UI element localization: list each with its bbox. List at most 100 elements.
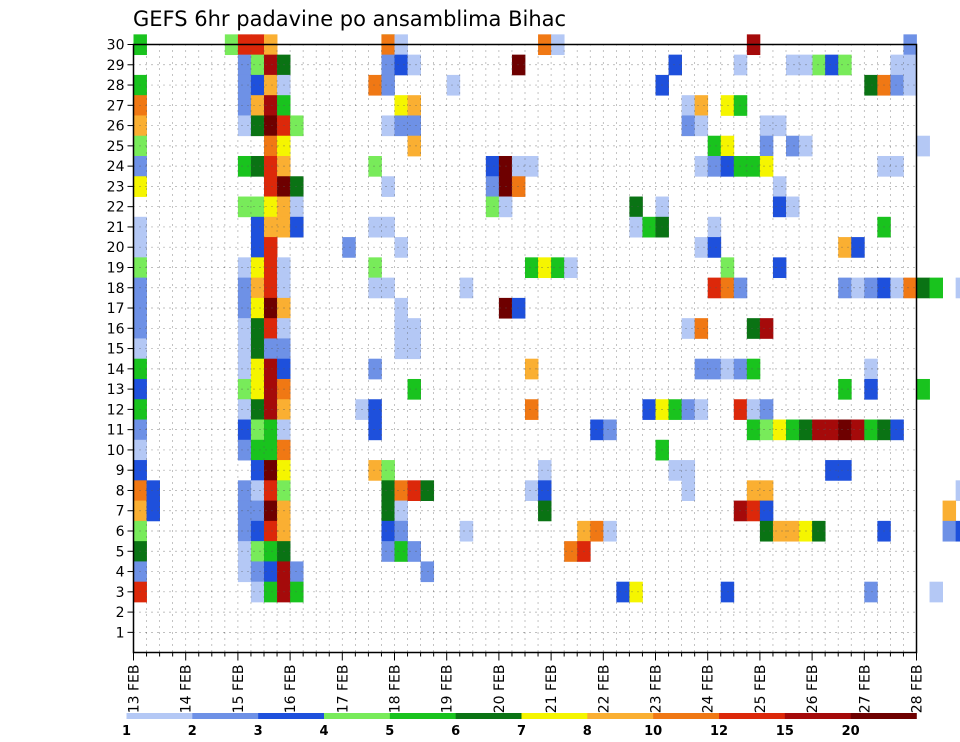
heatmap-cell — [237, 54, 252, 76]
heatmap-cell — [864, 358, 878, 380]
heatmap-cell — [838, 460, 852, 481]
heatmap-cell — [864, 581, 878, 603]
x-tick-label: 28 FEB — [910, 665, 926, 714]
y-tick-label: 4 — [116, 565, 125, 581]
heatmap-cell — [250, 399, 265, 420]
legend-swatch — [455, 713, 522, 719]
heatmap-cell — [264, 480, 278, 501]
heatmap-cell — [538, 500, 552, 522]
heatmap-cell — [264, 155, 278, 177]
heatmap-cell — [394, 318, 408, 339]
heatmap-cell — [146, 500, 160, 522]
heatmap-cell — [290, 196, 304, 218]
x-tick-label: 14 FEB — [179, 665, 195, 714]
heatmap-cell — [838, 54, 852, 76]
heatmap-cell — [812, 54, 826, 76]
heatmap-cell — [564, 257, 578, 279]
heatmap-cell — [838, 237, 852, 258]
heatmap-cell — [368, 358, 382, 380]
x-tick-label: 21 FEB — [544, 665, 560, 714]
heatmap-cell — [237, 318, 252, 339]
legend-label: 12 — [710, 724, 728, 739]
heatmap-cell — [942, 520, 957, 542]
heatmap-cell — [720, 135, 735, 157]
heatmap-cell — [381, 480, 395, 501]
heatmap-cell — [629, 581, 643, 603]
heatmap-cell — [264, 399, 278, 420]
legend-swatch — [192, 713, 259, 719]
heatmap-cell — [825, 54, 839, 76]
y-tick-label: 16 — [107, 321, 125, 337]
y-tick-label: 23 — [107, 179, 125, 195]
heatmap-cell — [929, 277, 943, 299]
heatmap-cell — [603, 520, 617, 542]
heatmap-cell — [707, 155, 722, 177]
heatmap-cell — [720, 95, 735, 116]
heatmap-cell — [290, 561, 304, 583]
legend-label: 5 — [385, 724, 394, 739]
heatmap-cell — [890, 74, 904, 96]
legend-label: 2 — [188, 724, 197, 739]
heatmap-cell — [786, 54, 800, 76]
y-tick-label: 2 — [116, 605, 125, 621]
heatmap-cell — [407, 318, 421, 339]
heatmap-cell — [237, 561, 252, 583]
heatmap-cell — [250, 74, 265, 96]
heatmap-cell — [838, 277, 852, 299]
heatmap-cell — [812, 520, 826, 542]
heatmap-cell — [955, 480, 960, 501]
heatmap-cell — [681, 318, 696, 339]
heatmap-cell — [381, 216, 395, 238]
heatmap-cell — [864, 419, 878, 441]
y-tick-label: 27 — [107, 98, 125, 114]
heatmap-cell — [381, 460, 395, 481]
heatmap-cell — [264, 581, 278, 603]
heatmap-cell — [851, 419, 865, 441]
heatmap-cell — [903, 54, 917, 76]
heatmap-cell — [538, 257, 552, 279]
heatmap-cell — [250, 480, 265, 501]
heatmap-cell — [250, 237, 265, 258]
heatmap-cell — [525, 358, 539, 380]
heatmap-cell — [551, 257, 565, 279]
heatmap-cell — [746, 318, 761, 339]
heatmap-cell — [250, 155, 265, 177]
heatmap-cell — [772, 419, 787, 441]
heatmap-cell — [603, 419, 617, 441]
heatmap-cell — [394, 500, 408, 522]
x-tick-label: 27 FEB — [857, 665, 873, 714]
heatmap-cell — [264, 561, 278, 583]
heatmap-cell — [851, 277, 865, 299]
heatmap-cell — [864, 277, 878, 299]
heatmap-cell — [250, 500, 265, 522]
x-tick-label: 23 FEB — [649, 665, 665, 714]
y-tick-label: 26 — [107, 119, 125, 135]
heatmap-cell — [903, 74, 917, 96]
heatmap-cell — [368, 74, 382, 96]
heatmap-cell — [733, 95, 748, 116]
heatmap-cell — [250, 460, 265, 481]
heatmap-cell — [250, 581, 265, 603]
heatmap-cell — [368, 399, 382, 420]
y-tick-label: 18 — [107, 281, 125, 297]
legend-label: 8 — [583, 724, 592, 739]
heatmap-cell — [264, 115, 278, 137]
heatmap-cell — [237, 338, 252, 360]
heatmap-cell — [237, 399, 252, 420]
heatmap-cell — [694, 399, 709, 420]
heatmap-cell — [525, 257, 539, 279]
heatmap-cell — [903, 277, 917, 299]
heatmap-cell — [237, 480, 252, 501]
heatmap-cell — [394, 95, 408, 116]
heatmap-cell — [485, 196, 500, 218]
heatmap-cell — [368, 257, 382, 279]
heatmap-cell — [511, 54, 526, 76]
y-tick-label: 25 — [107, 139, 125, 155]
heatmap-cell — [511, 155, 526, 177]
legend-label: 6 — [451, 724, 460, 739]
heatmap-cell — [733, 358, 748, 380]
legend-swatch — [258, 713, 325, 719]
heatmap-cell — [733, 399, 748, 420]
heatmap-cell — [681, 115, 696, 137]
heatmap-cell — [250, 439, 265, 461]
